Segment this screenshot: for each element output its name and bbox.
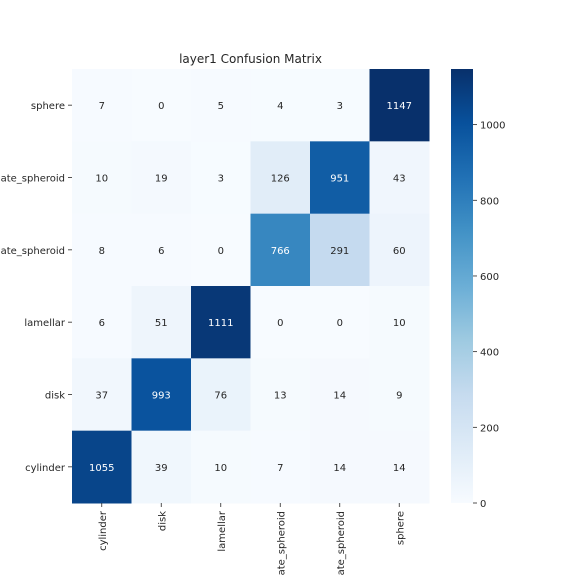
heatmap-cell: [369, 286, 430, 359]
heatmap-cell: [191, 213, 251, 287]
heatmap-cell: [310, 213, 370, 287]
colorbar-tick-label: 0: [480, 499, 486, 510]
heatmap-cell: [250, 430, 311, 504]
cell-value-label: 76: [214, 391, 227, 402]
heatmap-cell: [250, 141, 311, 215]
x-tick-label: oblate_spheroid: [336, 511, 347, 576]
heatmap-cell: [72, 358, 132, 432]
heatmap-cell: [250, 69, 311, 142]
heatmap-cell: [369, 430, 430, 504]
heatmap-cell: [369, 141, 430, 215]
cell-value-label: 60: [393, 246, 406, 257]
y-tick-label: lamellar: [24, 318, 65, 329]
heatmap-cell: [131, 430, 192, 504]
heatmap-cell: [72, 213, 132, 287]
cell-value-label: 6: [99, 318, 105, 329]
y-tick-label: cylinder: [25, 463, 66, 474]
colorbar-tick-label: 400: [480, 348, 499, 359]
heatmap-cell: [369, 358, 430, 432]
heatmap-cell: [131, 213, 192, 287]
heatmap-cell: [310, 141, 370, 215]
heatmap-cell: [310, 286, 370, 359]
colorbar: 0 200 400 600 800 1000: [451, 69, 505, 510]
y-axis: sphere oblate_spheroid prolate_spheroidlam…: [0, 101, 72, 474]
y-tick-label: sphere: [31, 101, 65, 112]
colorbar-tick-label: 1000: [480, 121, 505, 132]
chart-title: layer1 Confusion Matrix: [179, 52, 322, 66]
cell-value-label: 3: [337, 101, 343, 112]
cell-value-label: 9: [396, 391, 402, 402]
cell-value-label: 6: [158, 246, 164, 257]
cell-value-label: 10: [95, 174, 108, 185]
cell-value-label: 4: [277, 101, 283, 112]
heatmap-cell: [310, 69, 370, 142]
colorbar-tick-label: 200: [480, 423, 499, 434]
cell-value-label: 3: [218, 174, 224, 185]
cell-value-label: 8: [99, 246, 105, 257]
heatmap-cell: [131, 358, 192, 432]
heatmap-cell: [72, 286, 132, 359]
heatmap-cell: [191, 286, 251, 359]
cell-value-label: 37: [95, 391, 108, 402]
heatmap-cell: [250, 358, 311, 432]
cell-value-label: 0: [158, 101, 164, 112]
heatmap-cell: [191, 69, 251, 142]
cell-value-label: 13: [274, 391, 287, 402]
cell-value-label: 14: [333, 463, 346, 474]
cell-value-label: 0: [277, 318, 283, 329]
cell-value-label: 993: [152, 391, 171, 402]
cell-value-label: 5: [218, 101, 224, 112]
cell-value-label: 0: [337, 318, 343, 329]
heatmap-cell: [191, 430, 251, 504]
heatmap-cell: [131, 69, 192, 142]
heatmap-cell: [72, 141, 132, 215]
cell-value-label: 14: [333, 391, 346, 402]
cell-value-label: 19: [155, 174, 168, 185]
heatmap-cell: [369, 213, 430, 287]
heatmap-cells: [72, 69, 430, 504]
heatmap-cell: [191, 358, 251, 432]
cell-value-label: 10: [214, 463, 227, 474]
cell-value-label: 1147: [387, 101, 412, 112]
heatmap-cell: [310, 358, 370, 432]
cell-value-label: 39: [155, 463, 168, 474]
heatmap-cell: [191, 141, 251, 215]
cell-value-label: 766: [271, 246, 290, 257]
heatmap-cell: [369, 69, 430, 142]
cell-value-label: 10: [393, 318, 406, 329]
cell-value-label: 7: [99, 101, 105, 112]
heatmap-cell: [131, 286, 192, 359]
x-tick-label: lamellar: [217, 510, 228, 551]
cell-value-label: 951: [330, 174, 349, 185]
colorbar-gradient: [451, 69, 473, 503]
heatmap-cell: [250, 286, 311, 359]
y-tick-label: prolate_spheroid: [0, 246, 65, 257]
heatmap-cell: [72, 69, 132, 142]
y-tick-label: disk: [45, 391, 65, 402]
x-tick-label: prolate_spheroid: [276, 511, 287, 576]
cell-value-label: 43: [393, 174, 406, 185]
heatmap-cell: [131, 141, 192, 215]
x-tick-label: sphere: [395, 511, 406, 545]
cell-value-label: 14: [393, 463, 406, 474]
colorbar-tick-label: 800: [480, 196, 499, 207]
cell-value-label: 1111: [208, 318, 233, 329]
cell-value-label: 51: [155, 318, 168, 329]
colorbar-tick-label: 600: [480, 272, 499, 283]
heatmap-cell: [310, 430, 370, 504]
x-axis: cylinder disk lamellar prolate_spheroid obla…: [98, 503, 406, 580]
x-tick-label: disk: [157, 511, 168, 531]
heatmap-cell: [250, 213, 311, 287]
y-tick-label: oblate_spheroid: [0, 174, 65, 185]
cell-value-label: 126: [271, 174, 290, 185]
cell-value-label: 7: [277, 463, 283, 474]
x-tick-label: cylinder: [98, 510, 109, 551]
cell-value-label: 0: [218, 246, 224, 257]
cell-value-label: 291: [330, 246, 349, 257]
heatmap-cell: [72, 430, 132, 504]
cell-value-label: 1055: [89, 463, 114, 474]
